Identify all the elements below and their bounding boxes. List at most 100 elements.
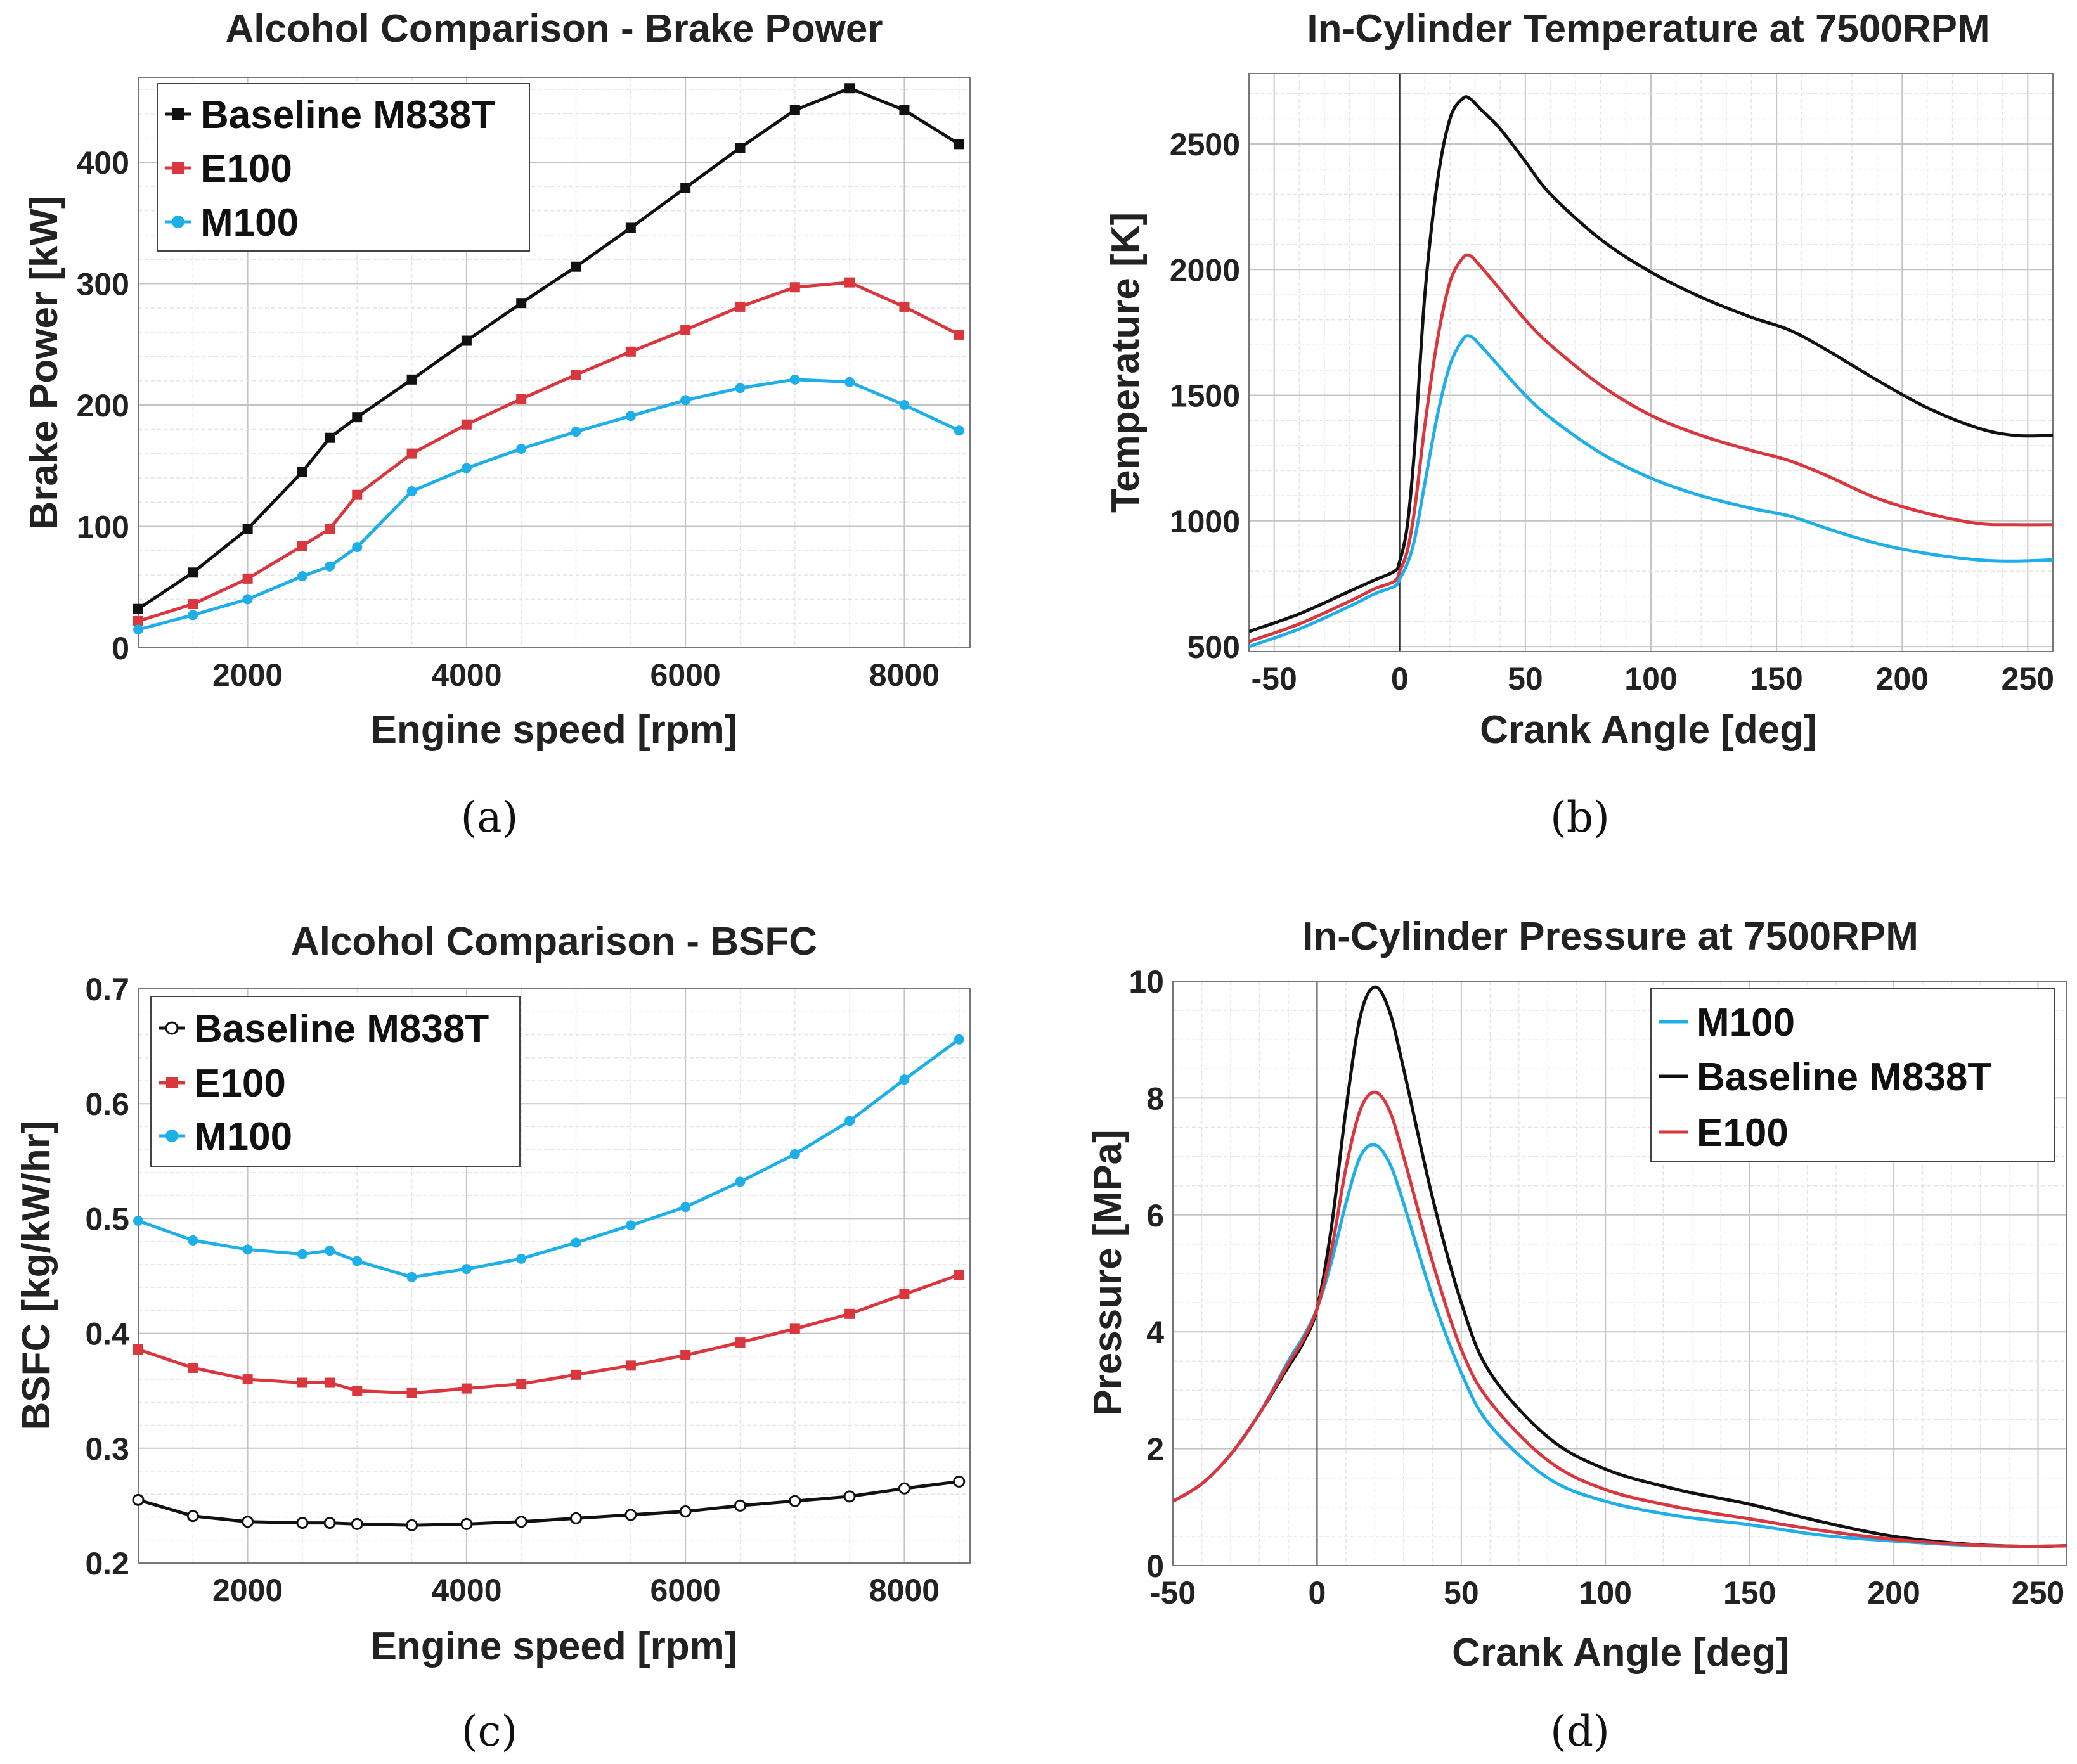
legend-a: Baseline M838T E100 M100 bbox=[157, 83, 530, 252]
data-point-c-2 bbox=[242, 1244, 253, 1255]
legend-marker-c-1 bbox=[166, 1077, 178, 1088]
data-point-c-0 bbox=[406, 1519, 418, 1531]
title-a: Alcohol Comparison - Brake Power bbox=[226, 7, 883, 51]
data-point-a-1 bbox=[133, 615, 143, 626]
data-point-c-0 bbox=[242, 1516, 254, 1528]
data-point-a-2 bbox=[680, 395, 691, 406]
data-point-c-0 bbox=[460, 1517, 473, 1530]
series-layer-a bbox=[133, 83, 964, 635]
y-tick-label: 100 bbox=[77, 510, 129, 545]
data-point-a-0 bbox=[899, 105, 910, 115]
data-point-a-2 bbox=[954, 425, 964, 436]
data-point-c-2 bbox=[133, 1216, 143, 1226]
data-point-a-1 bbox=[899, 301, 910, 312]
legend-label-c-2: M100 bbox=[194, 1115, 292, 1159]
legend-box-a bbox=[157, 83, 530, 252]
data-point-a-1 bbox=[188, 599, 198, 610]
data-point-c-0 bbox=[132, 1493, 145, 1506]
ylabel-a: Brake Power [kW] bbox=[22, 195, 66, 529]
plot-frame-c bbox=[138, 988, 971, 1564]
data-point-a-2 bbox=[571, 427, 581, 437]
data-point-a-1 bbox=[352, 489, 363, 500]
x-tick-label: 50 bbox=[1444, 1575, 1479, 1611]
x-tick-label: 2000 bbox=[212, 657, 283, 693]
x-tick-label: 4000 bbox=[431, 1573, 501, 1608]
data-point-a-2 bbox=[625, 411, 636, 422]
data-point-a-1 bbox=[242, 573, 253, 584]
data-point-a-2 bbox=[899, 400, 910, 411]
data-point-a-1 bbox=[516, 394, 527, 404]
xlabel-d: Crank Angle [deg] bbox=[1452, 1631, 1789, 1675]
data-point-a-0 bbox=[325, 432, 335, 443]
data-point-a-1 bbox=[680, 325, 691, 335]
series-layer-c bbox=[132, 1034, 966, 1531]
data-point-c-1 bbox=[133, 1344, 143, 1355]
series-line-b-1 bbox=[1249, 253, 2053, 643]
data-point-a-1 bbox=[325, 524, 335, 534]
y-tick-label: 300 bbox=[77, 267, 129, 302]
data-point-a-1 bbox=[297, 541, 307, 551]
data-point-a-2 bbox=[352, 542, 363, 553]
data-point-a-0 bbox=[571, 261, 581, 272]
data-point-c-1 bbox=[325, 1377, 335, 1388]
x-tick-label: 6000 bbox=[650, 657, 721, 693]
data-point-c-2 bbox=[297, 1249, 307, 1259]
tick-labels-a: 2000 4000 6000 8000 0 100 200 300 400 bbox=[77, 145, 940, 693]
data-point-a-1 bbox=[461, 419, 472, 430]
data-point-c-1 bbox=[297, 1377, 307, 1388]
y-tick-label: 8 bbox=[1146, 1081, 1164, 1116]
title-d: In-Cylinder Pressure at 7500RPM bbox=[1302, 915, 1918, 958]
data-point-a-2 bbox=[516, 443, 527, 454]
legend-marker-a-2 bbox=[172, 216, 184, 228]
data-point-c-2 bbox=[406, 1271, 417, 1282]
data-point-c-1 bbox=[188, 1362, 198, 1373]
legend-marker-c-2 bbox=[165, 1130, 178, 1142]
data-point-a-1 bbox=[625, 346, 636, 357]
legend-label-a-0: Baseline M838T bbox=[200, 93, 495, 137]
data-point-a-0 bbox=[242, 524, 253, 534]
tick-labels-b: -50 0 50 100 150 200 250 500 1000 1500 2000 2500 bbox=[1170, 127, 2054, 697]
y-tick-label: 0.7 bbox=[85, 972, 129, 1007]
data-point-a-0 bbox=[625, 222, 636, 233]
y-tick-label: 400 bbox=[77, 145, 129, 181]
data-point-c-0 bbox=[734, 1499, 746, 1512]
data-point-c-0 bbox=[186, 1510, 199, 1523]
data-point-a-2 bbox=[735, 383, 746, 394]
legend-marker-a-0 bbox=[172, 108, 184, 120]
y-tick-label: 2000 bbox=[1170, 252, 1240, 288]
data-point-c-1 bbox=[406, 1387, 417, 1398]
data-point-c-0 bbox=[843, 1490, 856, 1503]
legend-c: Baseline M838T E100 M100 bbox=[150, 996, 521, 1167]
data-point-a-0 bbox=[461, 335, 472, 346]
x-tick-label: 150 bbox=[1750, 661, 1802, 697]
series-clip-b bbox=[1249, 95, 2053, 648]
caption-c: (c) bbox=[462, 1707, 517, 1756]
series-line-c-0 bbox=[138, 1479, 960, 1527]
data-point-c-0 bbox=[351, 1517, 363, 1530]
data-point-c-1 bbox=[680, 1350, 691, 1361]
data-point-c-1 bbox=[461, 1383, 472, 1394]
data-point-c-1 bbox=[625, 1360, 636, 1371]
x-tick-label: 0 bbox=[1391, 661, 1409, 697]
data-point-c-2 bbox=[680, 1202, 691, 1213]
y-tick-label: 1000 bbox=[1170, 504, 1240, 539]
data-point-c-0 bbox=[515, 1516, 527, 1528]
x-tick-label: 200 bbox=[1876, 661, 1929, 697]
data-point-c-2 bbox=[954, 1034, 964, 1045]
data-point-a-1 bbox=[571, 370, 581, 380]
y-tick-label: 500 bbox=[1187, 629, 1240, 665]
y-tick-label: 2500 bbox=[1170, 127, 1240, 162]
series-line-d-1 bbox=[1173, 985, 2067, 1548]
series-layer-b bbox=[1249, 95, 2053, 648]
plot-frame-d bbox=[1172, 981, 2067, 1566]
data-point-a-0 bbox=[844, 83, 855, 94]
data-point-c-0 bbox=[953, 1475, 966, 1488]
series-layer-d bbox=[1173, 985, 2067, 1548]
y-tick-label: 4 bbox=[1146, 1315, 1164, 1350]
data-point-a-2 bbox=[325, 561, 335, 572]
legend-label-d-1: Baseline M838T bbox=[1697, 1055, 1991, 1099]
data-point-c-2 bbox=[516, 1253, 527, 1264]
legend-box-c bbox=[150, 996, 521, 1167]
